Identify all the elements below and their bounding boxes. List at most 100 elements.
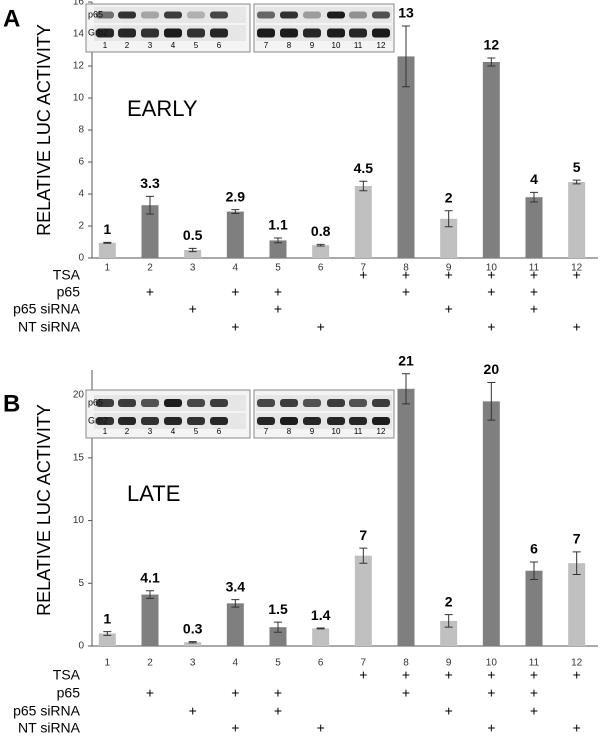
error-bar [359,180,368,192]
bar [354,555,372,646]
error-bar [530,191,538,203]
bar [482,62,500,258]
error-bar [103,631,112,636]
y-tick-label: 12 [73,61,85,72]
condition-label: p65 siRNA [13,301,81,317]
condition-mark: + [530,284,538,300]
condition-label: p65 [57,685,81,701]
x-tick-label: 3 [190,263,196,274]
condition-label: TSA [53,267,81,283]
blot-lane-label: 1 [103,427,108,436]
blot-band [280,11,298,19]
blot-band [187,28,205,38]
blot-band [372,417,390,425]
blot-band [141,417,159,425]
condition-mark: + [487,720,495,736]
bar [184,250,202,258]
condition-mark: + [573,720,581,736]
value-label: 2 [445,190,453,206]
x-tick-label: 8 [403,658,409,669]
blot-band [303,28,321,38]
error-bar [402,373,410,405]
bar [525,197,543,258]
bar [98,242,116,258]
blot-lane-label: 11 [354,41,363,50]
blot-lane-label: 7 [264,427,269,436]
blot-band [372,399,390,407]
condition-mark: + [530,267,538,283]
bar [525,570,543,646]
value-label: 12 [484,37,500,53]
bar [568,563,586,646]
error-bar [487,57,496,67]
blot-lane-label: 5 [194,427,199,436]
error-bar [316,243,325,247]
bar [440,218,458,258]
value-label: 0.8 [311,223,331,239]
value-label: 4 [530,171,538,187]
blot-lane-label: 11 [354,427,363,436]
x-tick-label: 11 [529,658,540,669]
error-bar [103,241,112,244]
blot-band [327,399,345,407]
x-tick-label: 8 [403,263,409,274]
condition-mark: + [231,284,239,300]
blot-lane-label: 3 [148,41,153,50]
error-bar [487,382,496,421]
value-label: 13 [398,5,414,21]
condition-mark: + [317,720,325,736]
error-bar [444,614,453,628]
annotation: LATE [127,481,180,506]
blot-lane-label: 3 [148,427,153,436]
blot-band [372,11,390,19]
condition-mark: + [487,685,495,701]
error-bar [188,641,197,644]
condition-mark: + [402,267,410,283]
blot-band [118,399,136,407]
condition-mark: + [274,284,282,300]
x-tick-label: 6 [318,658,324,669]
blot-lane-label: 8 [287,41,292,50]
blot-band [303,11,321,19]
condition-mark: + [317,319,325,335]
value-label: 1.1 [268,217,288,233]
x-tick-label: 9 [446,263,452,274]
condition-mark: + [189,301,197,317]
blot-band [210,399,228,407]
bar [312,245,330,258]
blot-band [280,399,298,407]
x-tick-label: 11 [529,263,540,274]
condition-mark: + [146,284,154,300]
value-label: 5 [573,159,581,175]
blot-lane-label: 10 [332,427,341,436]
condition-mark: + [274,685,282,701]
blot-band [210,28,228,38]
blot-lane-label: 7 [264,41,269,50]
blot-band [372,28,390,38]
value-label: 21 [398,352,414,368]
condition-mark: + [487,267,495,283]
value-label: 4.5 [354,160,374,176]
x-tick-label: 5 [275,263,281,274]
x-tick-label: 4 [233,263,239,274]
condition-mark: + [530,703,538,719]
condition-mark: + [573,667,581,683]
bar [141,594,159,646]
condition-mark: + [445,667,453,683]
blot-band [257,28,275,38]
blot-band [303,399,321,407]
y-axis-label: RELATIVE LUC ACTIVITY [34,404,54,616]
x-tick-label: 6 [318,263,324,274]
value-label: 7 [573,531,581,547]
blot-lane-label: 1 [103,41,108,50]
x-tick-label: 7 [361,263,367,274]
blot-band [327,28,345,38]
blot-band [141,399,159,407]
y-axis-label: RELATIVE LUC ACTIVITY [34,24,54,236]
condition-label: TSA [53,667,81,683]
error-bar [530,561,538,581]
blot-band [210,417,228,425]
error-bar [146,590,154,599]
value-label: 2 [445,593,453,609]
